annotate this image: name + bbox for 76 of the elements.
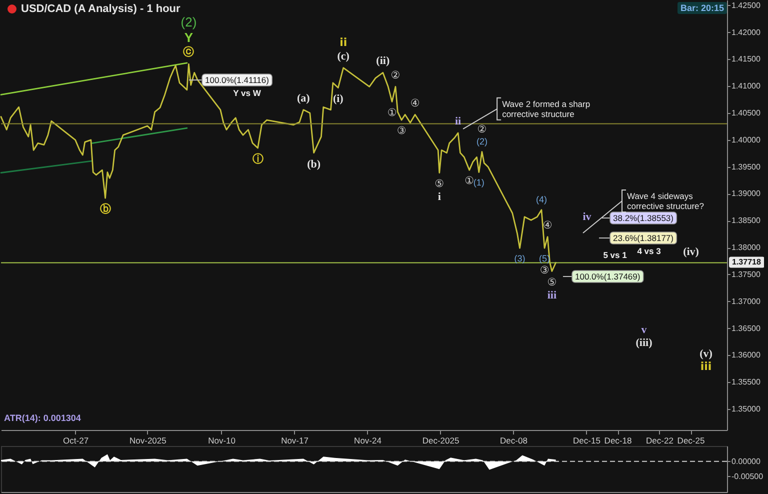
annotation: ③ <box>396 125 406 138</box>
annotation: i <box>438 190 441 203</box>
annotation: (ii) <box>376 55 390 68</box>
annotation: Wave 4 sideways corrective structure? <box>627 191 704 211</box>
x-tick-label: Dec-18 <box>604 436 632 446</box>
y-tick-label: 1.35000 <box>732 404 761 414</box>
annotation: Y vs W <box>233 88 262 98</box>
y-tick-label: 1.38000 <box>732 243 761 252</box>
annotation: iii <box>547 289 556 302</box>
y-tick-label: 1.41500 <box>732 54 761 64</box>
annotation: ⓘ <box>252 152 264 166</box>
y-tick-label: 1.40000 <box>732 135 761 144</box>
annotation: ① <box>464 175 474 188</box>
y-tick-label: 1.40500 <box>732 108 761 118</box>
annotation: ii <box>455 115 462 128</box>
annotation: (2) <box>476 136 488 146</box>
y-tick-label: 1.35500 <box>732 378 761 387</box>
chart-title: USD/CAD (A Analysis) - 1 hour <box>21 3 182 15</box>
annotation: (3) <box>514 253 526 264</box>
annotation: (iii) <box>636 337 653 349</box>
x-tick-label: Dec-25 <box>677 436 705 446</box>
y-tick-label: 1.38500 <box>732 216 761 226</box>
x-tick-label: Nov-17 <box>281 436 309 446</box>
annotation: 100.0%(1.41116) <box>205 75 270 85</box>
annotation: ④ <box>542 220 552 232</box>
annotation: ⓒ <box>183 46 194 59</box>
x-tick-label: Dec-2025 <box>422 436 460 446</box>
annotation: 4 vs 3 <box>637 246 662 256</box>
x-tick-label: Nov-2025 <box>129 436 167 446</box>
x-tick-label: Dec-15 <box>573 436 601 446</box>
y-tick-label: 1.42000 <box>732 28 761 37</box>
y-tick-label: 1.41000 <box>732 82 761 91</box>
annotation: (4) <box>536 194 547 205</box>
y-tick-label: -0.00500 <box>732 472 764 481</box>
annotation: (2) <box>180 14 197 30</box>
y-tick-label: 1.36000 <box>732 350 761 360</box>
annotation: Y <box>184 30 194 46</box>
annotation: Bar: 20:15 <box>680 3 724 13</box>
annotation: ① <box>387 106 397 119</box>
annotation: v <box>641 324 648 336</box>
annotation: 5 vs 1 <box>603 250 628 260</box>
y-tick-label: 0.00000 <box>732 456 761 466</box>
annotation: ② <box>477 124 487 136</box>
annotation: ⑤ <box>547 276 557 288</box>
x-tick-label: Dec-22 <box>646 436 674 446</box>
annotation: ATR(14): 0.001304 <box>4 413 81 423</box>
annotation: 100.0%(1.37469) <box>575 272 640 282</box>
annotation: iv <box>582 211 592 223</box>
x-tick-label: Nov-24 <box>354 436 382 446</box>
y-tick-label: 1.37000 <box>732 296 761 306</box>
annotation: (iv) <box>683 246 700 258</box>
x-tick-label: Dec-08 <box>500 436 528 446</box>
annotation: ⑤ <box>434 178 444 190</box>
annotation: ③ <box>540 264 550 276</box>
y-tick-label: 1.36500 <box>732 324 761 333</box>
annotation: (a) <box>296 92 310 104</box>
annotation: ii <box>340 36 348 50</box>
y-tick-label: 1.42500 <box>732 0 761 10</box>
annotation: ④ <box>410 97 420 110</box>
annotation: (i) <box>332 93 344 106</box>
annotation: (1) <box>473 177 484 188</box>
annotation: ② <box>390 70 400 82</box>
annotation: (c) <box>337 50 350 62</box>
y-tick-label: 1.37500 <box>732 270 761 279</box>
y-tick-label: 1.39000 <box>732 189 761 198</box>
annotation: (b) <box>307 158 321 170</box>
x-tick-label: Nov-10 <box>208 436 236 446</box>
x-tick-label: Oct-27 <box>63 436 89 446</box>
ref-line-label: 1.37718 <box>732 258 762 267</box>
annotation: 38.2%(1.38553) <box>613 213 674 223</box>
annotation: iii <box>700 360 712 373</box>
annotation: ⓑ <box>100 202 111 216</box>
annotation: Wave 2 formed a sharp corrective structure <box>502 98 590 119</box>
annotation: 23.6%(1.38177) <box>613 233 674 243</box>
y-tick-label: 1.39500 <box>732 162 761 172</box>
annotation: (v) <box>700 348 713 360</box>
